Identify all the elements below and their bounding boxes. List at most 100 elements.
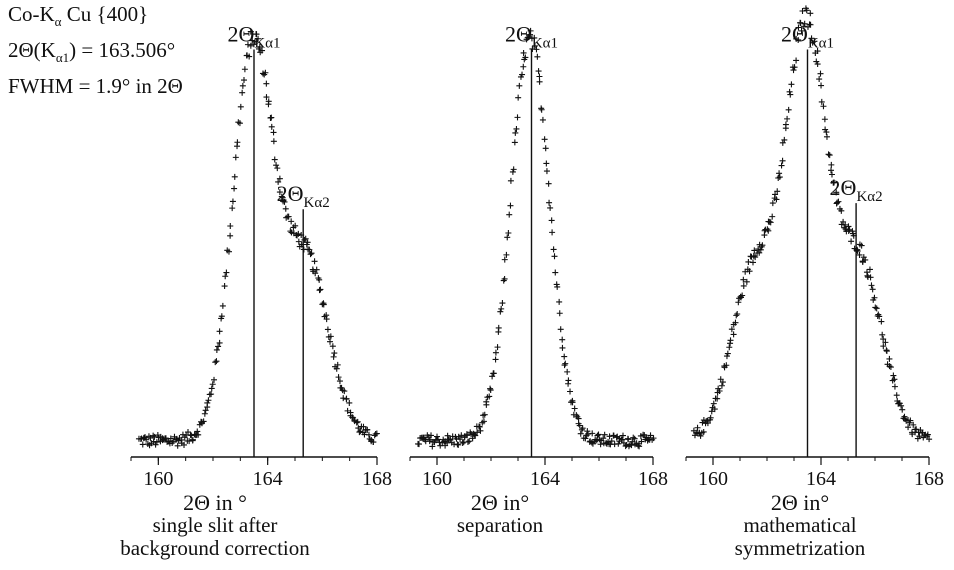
data-point — [507, 202, 514, 209]
data-point — [229, 205, 236, 212]
data-point — [567, 388, 574, 395]
data-point — [707, 414, 714, 421]
data-point — [823, 129, 830, 136]
data-point — [333, 365, 340, 372]
data-point — [873, 305, 880, 312]
data-point — [336, 378, 343, 385]
data-point — [247, 42, 254, 49]
data-point — [295, 238, 302, 245]
data-point — [519, 71, 526, 78]
data-point — [694, 424, 701, 431]
data-point — [483, 398, 490, 405]
data-point — [821, 116, 828, 123]
x-axis-label: 2Θ in° — [770, 490, 830, 515]
data-point — [886, 363, 893, 370]
data-point — [898, 402, 905, 409]
data-point — [831, 179, 838, 186]
data-point — [354, 418, 361, 425]
data-point — [227, 222, 234, 229]
data-point — [510, 166, 517, 173]
data-point — [231, 173, 238, 180]
x-tick-label: 164 — [530, 468, 560, 490]
data-point — [926, 436, 933, 443]
data-point — [619, 436, 626, 443]
data-point — [636, 443, 643, 450]
data-point — [799, 8, 806, 15]
data-point — [249, 37, 256, 44]
data-point — [776, 174, 783, 181]
data-point — [841, 224, 848, 231]
data-point — [577, 430, 584, 437]
data-point — [749, 259, 756, 266]
data-point — [507, 177, 514, 184]
data-point — [543, 168, 550, 175]
data-point — [200, 418, 207, 425]
data-point — [487, 387, 494, 394]
data-point — [752, 254, 759, 261]
data-point — [811, 38, 818, 45]
reference-line-label: 2ΘKα1 — [781, 22, 834, 52]
data-point — [316, 287, 323, 294]
data-point — [630, 434, 637, 441]
data-point — [527, 27, 534, 34]
data-point — [867, 274, 874, 281]
data-point — [785, 106, 792, 113]
data-point — [554, 283, 561, 290]
data-point — [571, 405, 578, 412]
data-point — [551, 253, 558, 260]
data-point — [495, 324, 502, 331]
caption-panel-3: 2Θ in° mathematical symmetrization — [690, 491, 910, 560]
data-point — [719, 379, 726, 386]
data-point — [201, 410, 208, 417]
data-point — [779, 157, 786, 164]
data-point — [541, 136, 548, 143]
data-point — [139, 441, 146, 448]
data-point — [893, 392, 900, 399]
data-point — [341, 388, 348, 395]
data-point — [481, 411, 488, 418]
data-point — [787, 91, 794, 98]
data-point — [784, 115, 791, 122]
data-point — [579, 425, 586, 432]
data-point — [458, 432, 465, 439]
caption-line: separation — [456, 513, 544, 537]
data-point — [828, 171, 835, 178]
data-point — [434, 433, 441, 440]
data-point — [533, 46, 540, 53]
data-point — [426, 436, 433, 443]
data-point — [274, 165, 281, 172]
data-point — [270, 129, 277, 136]
x-tick-label: 164 — [253, 468, 283, 490]
data-point — [343, 395, 350, 402]
data-point — [536, 78, 543, 85]
data-point — [506, 211, 513, 218]
data-point — [910, 421, 917, 428]
data-point — [751, 247, 758, 254]
data-point — [259, 47, 266, 54]
data-point — [835, 198, 842, 205]
data-point — [795, 36, 802, 43]
data-point — [211, 376, 218, 383]
data-point — [647, 432, 654, 439]
x-tick-label: 168 — [362, 468, 392, 490]
data-point — [513, 125, 520, 132]
data-point — [858, 242, 865, 249]
data-point — [790, 67, 797, 74]
data-point — [697, 432, 704, 439]
data-point — [323, 316, 330, 323]
data-point — [803, 7, 810, 14]
data-point — [415, 441, 422, 448]
data-point — [550, 246, 557, 253]
data-point — [595, 431, 602, 438]
data-point — [143, 436, 150, 443]
data-point — [503, 251, 510, 258]
data-point — [469, 435, 476, 442]
data-point — [866, 266, 873, 273]
data-point — [313, 266, 320, 273]
header-line-radiation: Co-Kα Cu {400} — [8, 2, 149, 30]
data-point — [504, 234, 511, 241]
data-point — [292, 222, 299, 229]
data-point — [561, 362, 568, 369]
data-point — [334, 361, 341, 368]
